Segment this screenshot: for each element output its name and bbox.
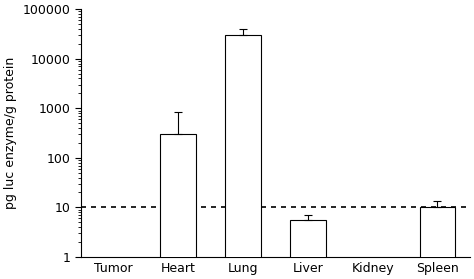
Bar	[225, 35, 261, 279]
Bar	[290, 220, 326, 279]
Bar	[419, 207, 455, 279]
Y-axis label: pg luc enzyme/g protein: pg luc enzyme/g protein	[4, 57, 17, 209]
Bar	[160, 134, 196, 279]
